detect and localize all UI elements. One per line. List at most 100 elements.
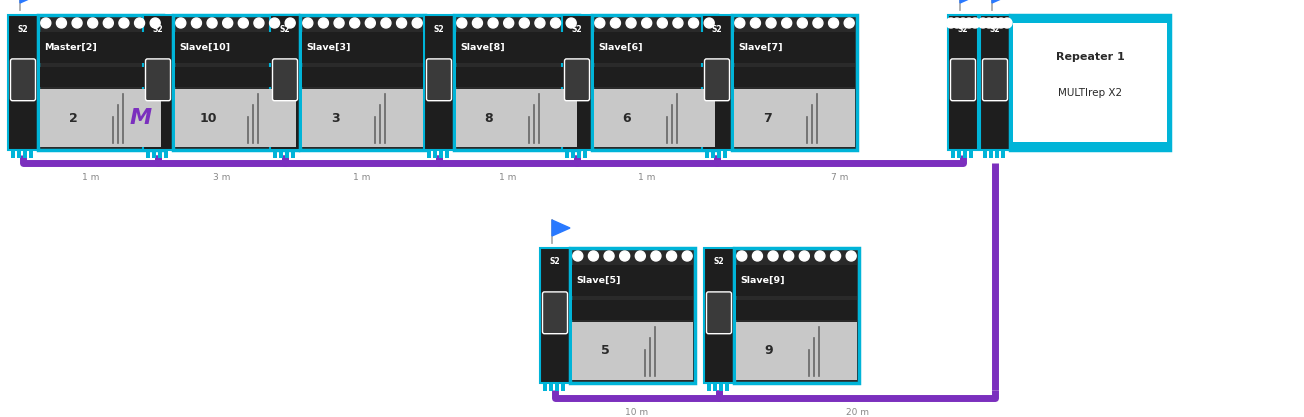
Circle shape <box>572 251 583 261</box>
Polygon shape <box>992 0 1011 3</box>
Text: S2: S2 <box>434 25 445 33</box>
FancyBboxPatch shape <box>704 248 734 383</box>
Circle shape <box>519 18 529 28</box>
Circle shape <box>784 251 794 261</box>
FancyBboxPatch shape <box>303 32 422 63</box>
Circle shape <box>752 251 763 261</box>
FancyBboxPatch shape <box>426 150 430 158</box>
FancyBboxPatch shape <box>445 150 449 158</box>
Text: 10: 10 <box>200 111 216 125</box>
Circle shape <box>765 18 776 28</box>
Text: M: M <box>129 108 151 128</box>
Circle shape <box>192 18 201 28</box>
Circle shape <box>844 18 854 28</box>
Circle shape <box>365 18 376 28</box>
FancyBboxPatch shape <box>565 150 569 158</box>
Circle shape <box>737 251 747 261</box>
FancyBboxPatch shape <box>40 67 160 87</box>
FancyBboxPatch shape <box>713 383 717 391</box>
Circle shape <box>223 18 232 28</box>
Circle shape <box>119 18 129 28</box>
FancyBboxPatch shape <box>592 15 717 150</box>
Text: S2: S2 <box>712 25 722 33</box>
Text: Slave[10]: Slave[10] <box>179 43 230 52</box>
FancyBboxPatch shape <box>23 150 27 158</box>
FancyBboxPatch shape <box>735 265 857 296</box>
Circle shape <box>103 18 113 28</box>
Circle shape <box>750 18 760 28</box>
FancyBboxPatch shape <box>175 32 296 63</box>
Circle shape <box>472 18 482 28</box>
Text: Repeater 1: Repeater 1 <box>1056 52 1124 62</box>
FancyBboxPatch shape <box>702 15 732 150</box>
FancyBboxPatch shape <box>542 383 546 391</box>
FancyBboxPatch shape <box>711 150 715 158</box>
Circle shape <box>958 18 968 28</box>
FancyBboxPatch shape <box>291 150 295 158</box>
FancyBboxPatch shape <box>722 150 726 158</box>
Text: S2: S2 <box>571 25 583 33</box>
FancyBboxPatch shape <box>707 292 732 334</box>
FancyBboxPatch shape <box>426 59 451 100</box>
FancyBboxPatch shape <box>962 150 966 158</box>
Text: Master[2]: Master[2] <box>44 43 96 52</box>
Circle shape <box>985 18 994 28</box>
FancyBboxPatch shape <box>576 150 580 158</box>
Text: Slave[9]: Slave[9] <box>739 276 785 285</box>
Circle shape <box>797 18 807 28</box>
Text: 1 m: 1 m <box>499 173 516 182</box>
Polygon shape <box>20 0 38 3</box>
Circle shape <box>735 18 745 28</box>
Circle shape <box>619 251 630 261</box>
FancyBboxPatch shape <box>595 89 715 147</box>
Text: S2: S2 <box>18 25 29 33</box>
FancyBboxPatch shape <box>725 383 729 391</box>
FancyBboxPatch shape <box>143 15 173 150</box>
FancyBboxPatch shape <box>572 300 692 320</box>
FancyBboxPatch shape <box>951 150 955 158</box>
Circle shape <box>682 251 692 261</box>
Circle shape <box>270 18 279 28</box>
FancyBboxPatch shape <box>556 383 559 391</box>
Circle shape <box>651 251 661 261</box>
FancyBboxPatch shape <box>969 150 973 158</box>
FancyBboxPatch shape <box>456 67 576 87</box>
Circle shape <box>673 18 683 28</box>
Circle shape <box>349 18 360 28</box>
FancyBboxPatch shape <box>175 89 296 147</box>
Circle shape <box>626 18 636 28</box>
Circle shape <box>566 18 576 28</box>
Circle shape <box>970 18 981 28</box>
FancyBboxPatch shape <box>719 383 722 391</box>
FancyBboxPatch shape <box>175 67 296 87</box>
Circle shape <box>964 18 974 28</box>
FancyBboxPatch shape <box>456 89 576 147</box>
Text: 5: 5 <box>601 344 609 357</box>
Circle shape <box>134 18 145 28</box>
Circle shape <box>768 251 778 261</box>
Circle shape <box>72 18 82 28</box>
FancyBboxPatch shape <box>279 150 283 158</box>
Text: S2: S2 <box>957 25 969 33</box>
Circle shape <box>595 18 605 28</box>
Text: 1 m: 1 m <box>353 173 370 182</box>
FancyBboxPatch shape <box>300 15 425 150</box>
FancyBboxPatch shape <box>704 59 729 100</box>
FancyBboxPatch shape <box>153 150 156 158</box>
FancyBboxPatch shape <box>565 59 589 100</box>
Circle shape <box>689 18 699 28</box>
Polygon shape <box>960 0 978 3</box>
Circle shape <box>176 18 185 28</box>
Circle shape <box>40 18 51 28</box>
FancyBboxPatch shape <box>951 59 975 100</box>
Circle shape <box>704 18 715 28</box>
Text: 9: 9 <box>764 344 773 357</box>
FancyBboxPatch shape <box>540 248 570 383</box>
Text: 3: 3 <box>331 111 339 125</box>
FancyBboxPatch shape <box>982 59 1008 100</box>
Text: 10 m: 10 m <box>626 408 648 417</box>
FancyBboxPatch shape <box>424 15 454 150</box>
FancyBboxPatch shape <box>735 300 857 320</box>
FancyBboxPatch shape <box>433 150 437 158</box>
FancyBboxPatch shape <box>734 32 855 63</box>
